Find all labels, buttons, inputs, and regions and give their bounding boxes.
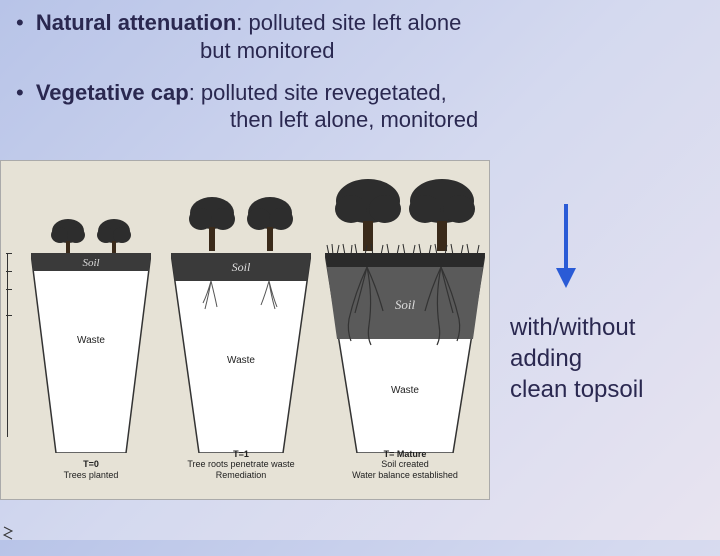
t-label: T=1 [161, 449, 321, 460]
bullet-line: • Vegetative cap: polluted site revegeta… [0, 78, 720, 108]
arrow-down-icon [552, 200, 580, 290]
panel-mature: Soil Waste [325, 181, 485, 449]
soil-profile: Soil Waste [171, 253, 311, 453]
soil-profile: Soil Waste [31, 253, 151, 453]
t-label: T= Mature [321, 449, 489, 460]
side-note: with/without adding clean topsoil [510, 312, 643, 406]
desc: : polluted site revegetated, [189, 80, 447, 105]
waste-label: Waste [391, 385, 419, 396]
tree-icon [95, 217, 133, 257]
soil-label: Soil [395, 297, 416, 312]
caption-line1: Soil created [321, 459, 489, 470]
caption-mature: T= Mature Soil created Water balance est… [321, 449, 489, 481]
waste-label: Waste [77, 335, 105, 346]
soil-diagram: 0 2' 4' 8' 60' Soil Waste [0, 160, 490, 500]
side-line2: adding [510, 343, 643, 374]
side-line1: with/without [510, 312, 643, 343]
bullet-dot: • [16, 80, 24, 105]
panel-t0: Soil Waste [31, 181, 151, 449]
caption-text: Trees planted [31, 470, 151, 481]
waste-label: Waste [227, 355, 255, 366]
bullet-line: • Natural attenuation: polluted site lef… [0, 8, 720, 38]
t-label: T=0 [31, 459, 151, 470]
tree-icon [187, 195, 237, 253]
depth-ruler: 0 2' 4' 8' 60' [7, 253, 23, 437]
caption-t0: T=0 Trees planted [31, 459, 151, 481]
bullet-dot: • [16, 10, 24, 35]
term-vegetative-cap: Vegetative cap [36, 80, 189, 105]
soil-profile: Soil Waste [325, 253, 485, 453]
desc: : polluted site left alone [236, 10, 461, 35]
term-natural-attenuation: Natural attenuation [36, 10, 236, 35]
bullet2-continuation: then left alone, monitored [0, 107, 720, 133]
soil-label: Soil [232, 260, 251, 274]
bullet-vegetative-cap: • Vegetative cap: polluted site revegeta… [0, 64, 720, 134]
tree-icon [245, 195, 295, 253]
caption-line2: Remediation [161, 470, 321, 481]
caption-line1: Tree roots penetrate waste [161, 459, 321, 470]
caption-line2: Water balance established [321, 470, 489, 481]
bullet-natural-attenuation: • Natural attenuation: polluted site lef… [0, 0, 720, 64]
caption-t1: T=1 Tree roots penetrate waste Remediati… [161, 449, 321, 481]
tree-icon [49, 217, 87, 257]
soil-label: Soil [82, 257, 99, 269]
bullet1-continuation: but monitored [0, 38, 720, 64]
panel-t1: Soil Waste [171, 181, 311, 449]
side-line3: clean topsoil [510, 374, 643, 405]
